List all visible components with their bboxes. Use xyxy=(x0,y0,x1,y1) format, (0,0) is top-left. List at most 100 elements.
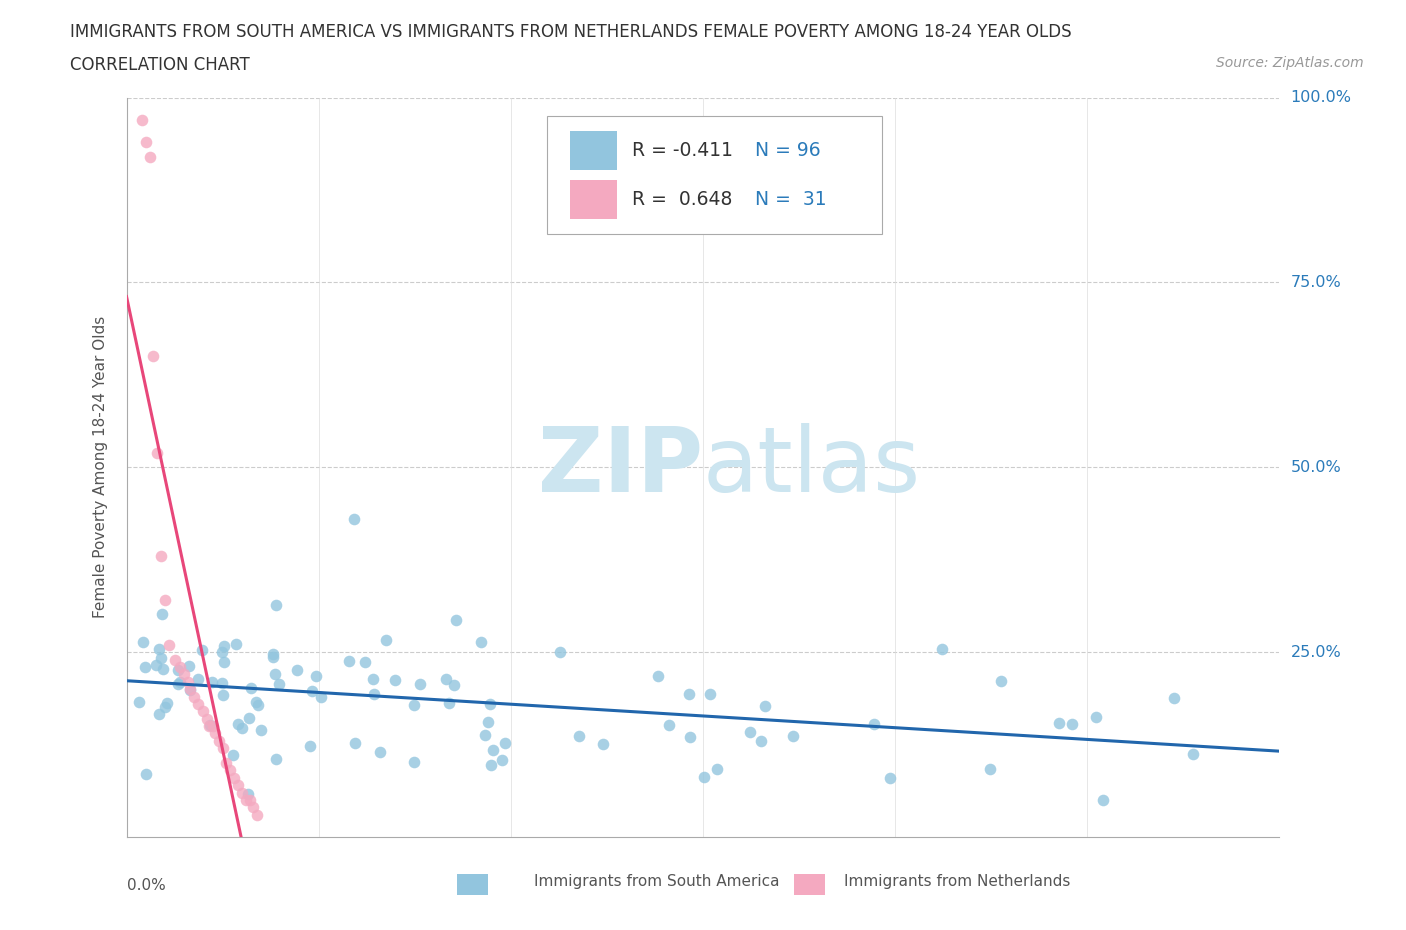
Point xyxy=(482,742,505,757)
Point xyxy=(193,704,215,719)
Point xyxy=(443,678,465,693)
Point xyxy=(1084,710,1107,724)
Point xyxy=(187,697,209,711)
Point xyxy=(246,698,269,712)
Point xyxy=(163,652,186,667)
Point xyxy=(156,696,179,711)
Point xyxy=(679,729,702,744)
FancyBboxPatch shape xyxy=(547,116,882,234)
Point xyxy=(177,674,200,689)
Point xyxy=(1060,716,1083,731)
Point xyxy=(470,635,492,650)
Point xyxy=(361,672,384,687)
Point xyxy=(437,695,460,710)
Point xyxy=(169,674,191,689)
Point xyxy=(1047,715,1070,730)
Point xyxy=(402,754,425,769)
Point xyxy=(212,655,235,670)
Point xyxy=(479,757,502,772)
Point xyxy=(264,598,287,613)
Point xyxy=(262,649,284,664)
Point xyxy=(195,711,218,726)
Point xyxy=(200,718,222,733)
Point xyxy=(548,644,571,659)
Point xyxy=(693,770,716,785)
Point xyxy=(245,695,267,710)
Point xyxy=(239,681,262,696)
Point xyxy=(211,645,233,660)
Point xyxy=(231,785,253,800)
Text: Immigrants from South America: Immigrants from South America xyxy=(534,874,780,889)
Point xyxy=(135,766,157,781)
Text: atlas: atlas xyxy=(703,423,921,512)
Point xyxy=(477,714,499,729)
Point xyxy=(305,669,328,684)
Point xyxy=(738,724,761,739)
Point xyxy=(150,607,173,622)
Point xyxy=(152,661,174,676)
Point xyxy=(343,512,366,526)
Point xyxy=(131,113,153,127)
Point xyxy=(782,728,804,743)
Text: ZIP: ZIP xyxy=(538,423,703,512)
Point xyxy=(862,716,884,731)
Point xyxy=(250,723,273,737)
Text: 0.0%: 0.0% xyxy=(127,878,166,893)
Point xyxy=(157,637,180,652)
Point xyxy=(169,659,191,674)
Point xyxy=(179,683,201,698)
Point xyxy=(368,745,391,760)
Text: 75.0%: 75.0% xyxy=(1291,275,1341,290)
Point xyxy=(754,699,776,714)
Point xyxy=(354,655,377,670)
Point xyxy=(167,676,190,691)
Point xyxy=(404,698,426,712)
Point xyxy=(238,711,260,725)
Point xyxy=(1163,691,1185,706)
Point xyxy=(148,642,170,657)
Point xyxy=(202,719,225,734)
Y-axis label: Female Poverty Among 18-24 Year Olds: Female Poverty Among 18-24 Year Olds xyxy=(93,316,108,618)
Point xyxy=(363,687,385,702)
Point xyxy=(301,684,323,699)
Point xyxy=(225,636,247,651)
Point xyxy=(150,549,173,564)
Point xyxy=(647,669,669,684)
Point xyxy=(179,682,201,697)
Point xyxy=(434,671,457,686)
Text: 50.0%: 50.0% xyxy=(1291,459,1341,475)
Point xyxy=(235,792,257,807)
Point xyxy=(491,753,513,768)
Point xyxy=(678,687,700,702)
Point xyxy=(494,736,516,751)
Point xyxy=(219,763,242,777)
Text: IMMIGRANTS FROM SOUTH AMERICA VS IMMIGRANTS FROM NETHERLANDS FEMALE POVERTY AMON: IMMIGRANTS FROM SOUTH AMERICA VS IMMIGRA… xyxy=(70,23,1071,41)
Point xyxy=(142,349,165,364)
Point xyxy=(479,697,502,711)
Point xyxy=(375,632,398,647)
Point xyxy=(285,663,308,678)
Point xyxy=(148,707,170,722)
Point xyxy=(238,792,260,807)
Point xyxy=(187,671,209,686)
Point xyxy=(128,695,150,710)
Point xyxy=(299,738,322,753)
Point xyxy=(201,674,224,689)
Point xyxy=(931,641,953,656)
Point xyxy=(444,613,467,628)
Point xyxy=(264,751,287,766)
Point xyxy=(221,748,243,763)
Point xyxy=(658,718,681,733)
Text: CORRELATION CHART: CORRELATION CHART xyxy=(70,56,250,73)
Point xyxy=(592,736,614,751)
Point xyxy=(167,663,190,678)
Point xyxy=(153,699,176,714)
Point xyxy=(138,150,160,165)
Point xyxy=(409,677,432,692)
Point xyxy=(211,741,233,756)
Point xyxy=(879,770,901,785)
Point xyxy=(749,733,772,748)
Point xyxy=(311,689,333,704)
Point xyxy=(215,755,238,770)
Point xyxy=(384,673,406,688)
